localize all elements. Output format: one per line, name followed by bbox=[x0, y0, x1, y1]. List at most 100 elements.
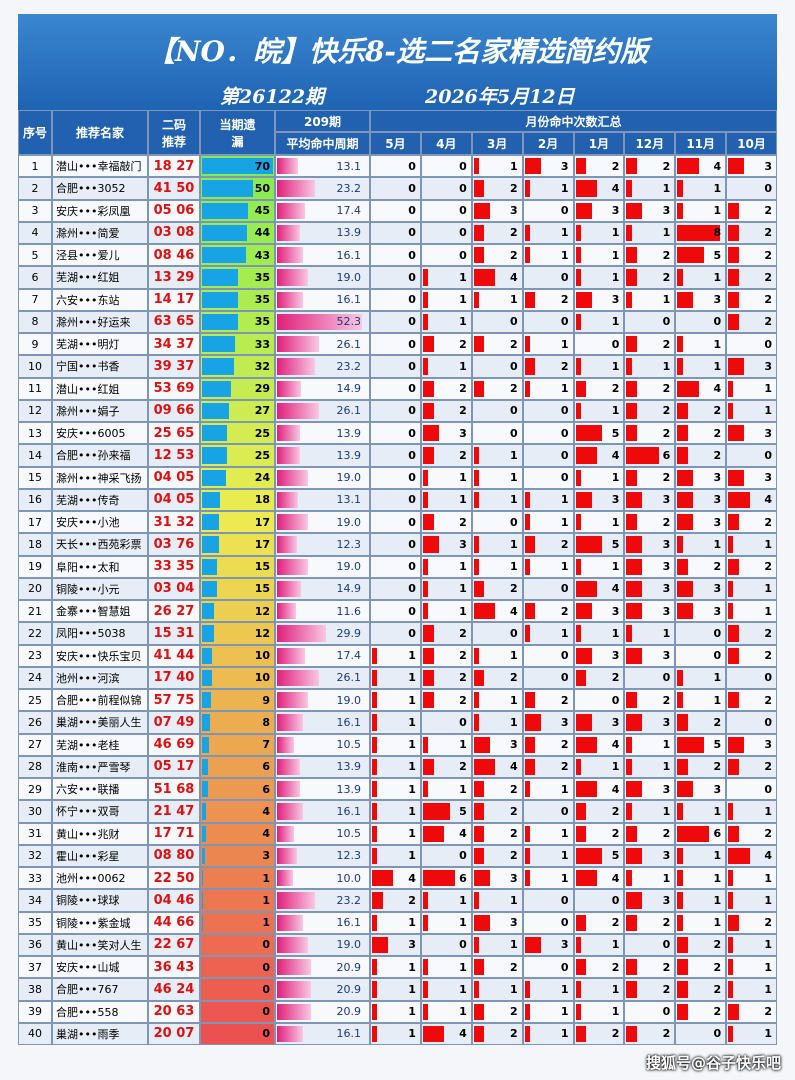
row-month-text: 3 bbox=[713, 604, 722, 618]
month-bar bbox=[575, 514, 581, 531]
month-bar bbox=[422, 291, 429, 308]
row-code: 08 80 bbox=[148, 844, 200, 867]
row-month: 2 bbox=[675, 956, 727, 979]
month-bar bbox=[626, 647, 643, 664]
month-bar bbox=[728, 847, 750, 864]
row-month: 2 bbox=[624, 466, 676, 489]
row-month: 0 bbox=[370, 199, 421, 222]
month-bar bbox=[677, 692, 683, 709]
row-month-text: 0 bbox=[713, 626, 722, 640]
row-month-text: 1 bbox=[509, 471, 518, 485]
row-avg-text: 13.9 bbox=[336, 760, 362, 774]
month-bar bbox=[677, 781, 694, 798]
row-no: 19 bbox=[18, 555, 52, 578]
row-month-text: 3 bbox=[459, 537, 467, 551]
header-code: 二码推荐 bbox=[148, 110, 200, 155]
row-month-text: 2 bbox=[713, 715, 722, 729]
row-month-text: 1 bbox=[611, 515, 620, 529]
row-month: 1 bbox=[370, 1022, 421, 1045]
row-miss: 0 bbox=[200, 1022, 275, 1045]
row-month-text: 2 bbox=[459, 671, 467, 685]
row-month-text: 1 bbox=[560, 337, 569, 351]
row-month-text: 3 bbox=[662, 604, 671, 618]
row-month-text: 1 bbox=[459, 982, 467, 996]
month-bar bbox=[372, 847, 378, 864]
row-code: 05 06 bbox=[148, 199, 200, 222]
row-name-text: 巢湖•••雨季 bbox=[56, 1027, 120, 1041]
row-month: 1 bbox=[573, 511, 625, 534]
month-bar bbox=[728, 380, 734, 397]
row-avg: 10.5 bbox=[275, 822, 370, 845]
month-bar bbox=[524, 936, 541, 953]
row-month: 0 bbox=[370, 511, 421, 534]
row-miss-text: 35 bbox=[254, 270, 270, 284]
row-month-text: 4 bbox=[611, 582, 620, 596]
row-code: 04 46 bbox=[148, 889, 200, 912]
month-bar bbox=[728, 291, 739, 308]
row-month-text: 2 bbox=[662, 827, 671, 841]
row-miss-text: 6 bbox=[262, 760, 270, 774]
row-avg-text: 23.2 bbox=[336, 893, 362, 907]
row-month: 3 bbox=[624, 488, 676, 511]
row-month-text: 1 bbox=[408, 982, 416, 996]
month-bar bbox=[677, 536, 683, 553]
row-month-text: 0 bbox=[764, 448, 772, 462]
month-bar bbox=[372, 1025, 378, 1042]
row-no: 29 bbox=[18, 778, 52, 801]
header-month: 1月 bbox=[573, 132, 625, 155]
header-month: 5月 bbox=[370, 132, 421, 155]
row-month-text: 1 bbox=[611, 1005, 620, 1019]
row-miss-text: 50 bbox=[254, 181, 270, 195]
row-month-text: 1 bbox=[560, 626, 569, 640]
row-month-text: 2 bbox=[560, 760, 569, 774]
miss-bar bbox=[202, 847, 206, 864]
row-month-text: 1 bbox=[764, 982, 772, 996]
row-month-text: 0 bbox=[560, 448, 569, 462]
row-code-text: 12 53 bbox=[153, 447, 195, 463]
row-month-text: 1 bbox=[509, 293, 518, 307]
row-miss: 3 bbox=[200, 844, 275, 867]
row-month: 2 bbox=[370, 889, 421, 912]
row-month-text: 0 bbox=[509, 515, 518, 529]
row-month: 0 bbox=[370, 266, 421, 289]
row-avg-text: 23.2 bbox=[336, 359, 362, 373]
row-month-text: 1 bbox=[459, 960, 467, 974]
avg-bar bbox=[277, 291, 304, 308]
row-name: 合肥•••558 bbox=[52, 1000, 148, 1023]
row-month-text: 2 bbox=[764, 693, 772, 707]
row-month-text: 0 bbox=[509, 315, 518, 329]
month-bar bbox=[677, 959, 688, 976]
row-month-text: 2 bbox=[560, 293, 569, 307]
row-month: 3 bbox=[420, 533, 472, 556]
month-bar bbox=[372, 692, 378, 709]
row-miss-text: 7 bbox=[262, 738, 270, 752]
header-month-text: 11月 bbox=[686, 137, 716, 151]
row-month-text: 0 bbox=[560, 671, 569, 685]
row-month-text: 2 bbox=[764, 1005, 772, 1019]
month-bar bbox=[677, 603, 694, 620]
month-bar bbox=[575, 914, 587, 931]
row-no-text: 7 bbox=[31, 293, 39, 307]
month-bar bbox=[473, 892, 480, 909]
row-month-text: 2 bbox=[713, 560, 722, 574]
row-avg-text: 26.1 bbox=[336, 671, 362, 685]
row-avg: 14.9 bbox=[275, 577, 370, 600]
row-no-text: 31 bbox=[28, 827, 42, 841]
row-no-text: 4 bbox=[31, 226, 39, 240]
month-bar bbox=[422, 758, 434, 775]
row-month: 2 bbox=[522, 355, 574, 378]
month-bar bbox=[677, 425, 688, 442]
row-avg: 19.0 bbox=[275, 266, 370, 289]
row-name-text: 合肥•••前程似锦 bbox=[56, 694, 142, 708]
row-month-text: 5 bbox=[713, 738, 722, 752]
row-month-text: 1 bbox=[408, 827, 416, 841]
month-bar bbox=[473, 959, 485, 976]
row-code-text: 26 27 bbox=[153, 603, 195, 619]
row-month: 4 bbox=[573, 867, 625, 890]
row-month: 0 bbox=[370, 555, 421, 578]
row-avg: 12.3 bbox=[275, 844, 370, 867]
row-month: 0 bbox=[370, 288, 421, 311]
miss-bar bbox=[202, 714, 211, 731]
row-month-text: 0 bbox=[509, 426, 518, 440]
row-month: 2 bbox=[624, 266, 676, 289]
